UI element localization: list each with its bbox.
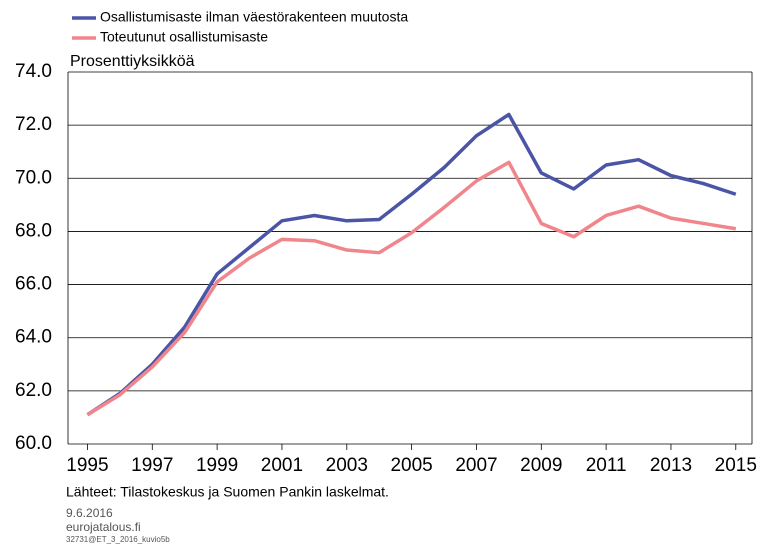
x-tick-label: 2015 [715, 455, 757, 476]
x-tick-label: 2011 [586, 455, 627, 476]
series-line [86, 160, 737, 417]
x-tick-label: 2013 [650, 455, 692, 476]
x-tick-label: 2009 [520, 455, 562, 476]
legend-label: Toteutunut osallistumisaste [100, 29, 268, 45]
code-note: 32731@ET_3_2016_kuvio5b [66, 535, 170, 544]
x-tick-label: 2001 [261, 455, 303, 476]
x-tick-label: 2007 [455, 455, 497, 476]
y-tick-label: 66.0 [15, 274, 52, 295]
site-note: eurojatalous.fi [66, 520, 141, 534]
x-tick-label: 1999 [196, 455, 238, 476]
y-tick-label: 72.0 [15, 114, 52, 135]
x-tick-label: 1995 [66, 455, 108, 476]
x-tick-label: 2005 [390, 455, 432, 476]
y-tick-label: 64.0 [15, 327, 52, 348]
y-tick-label: 70.0 [15, 167, 52, 188]
date-note: 9.6.2016 [66, 506, 113, 520]
x-tick-label: 1997 [131, 455, 173, 476]
source-note: Lähteet: Tilastokeskus ja Suomen Pankin … [66, 484, 389, 500]
y-axis-unit: Prosenttiyksikköä [70, 53, 195, 70]
y-tick-label: 68.0 [15, 220, 52, 241]
series-line [86, 112, 737, 417]
y-tick-label: 60.0 [15, 433, 52, 454]
y-tick-label: 74.0 [15, 61, 52, 82]
y-tick-label: 62.0 [15, 380, 52, 401]
legend-label: Osallistumisaste ilman väestörakenteen m… [100, 9, 408, 25]
x-tick-label: 2003 [326, 455, 368, 476]
